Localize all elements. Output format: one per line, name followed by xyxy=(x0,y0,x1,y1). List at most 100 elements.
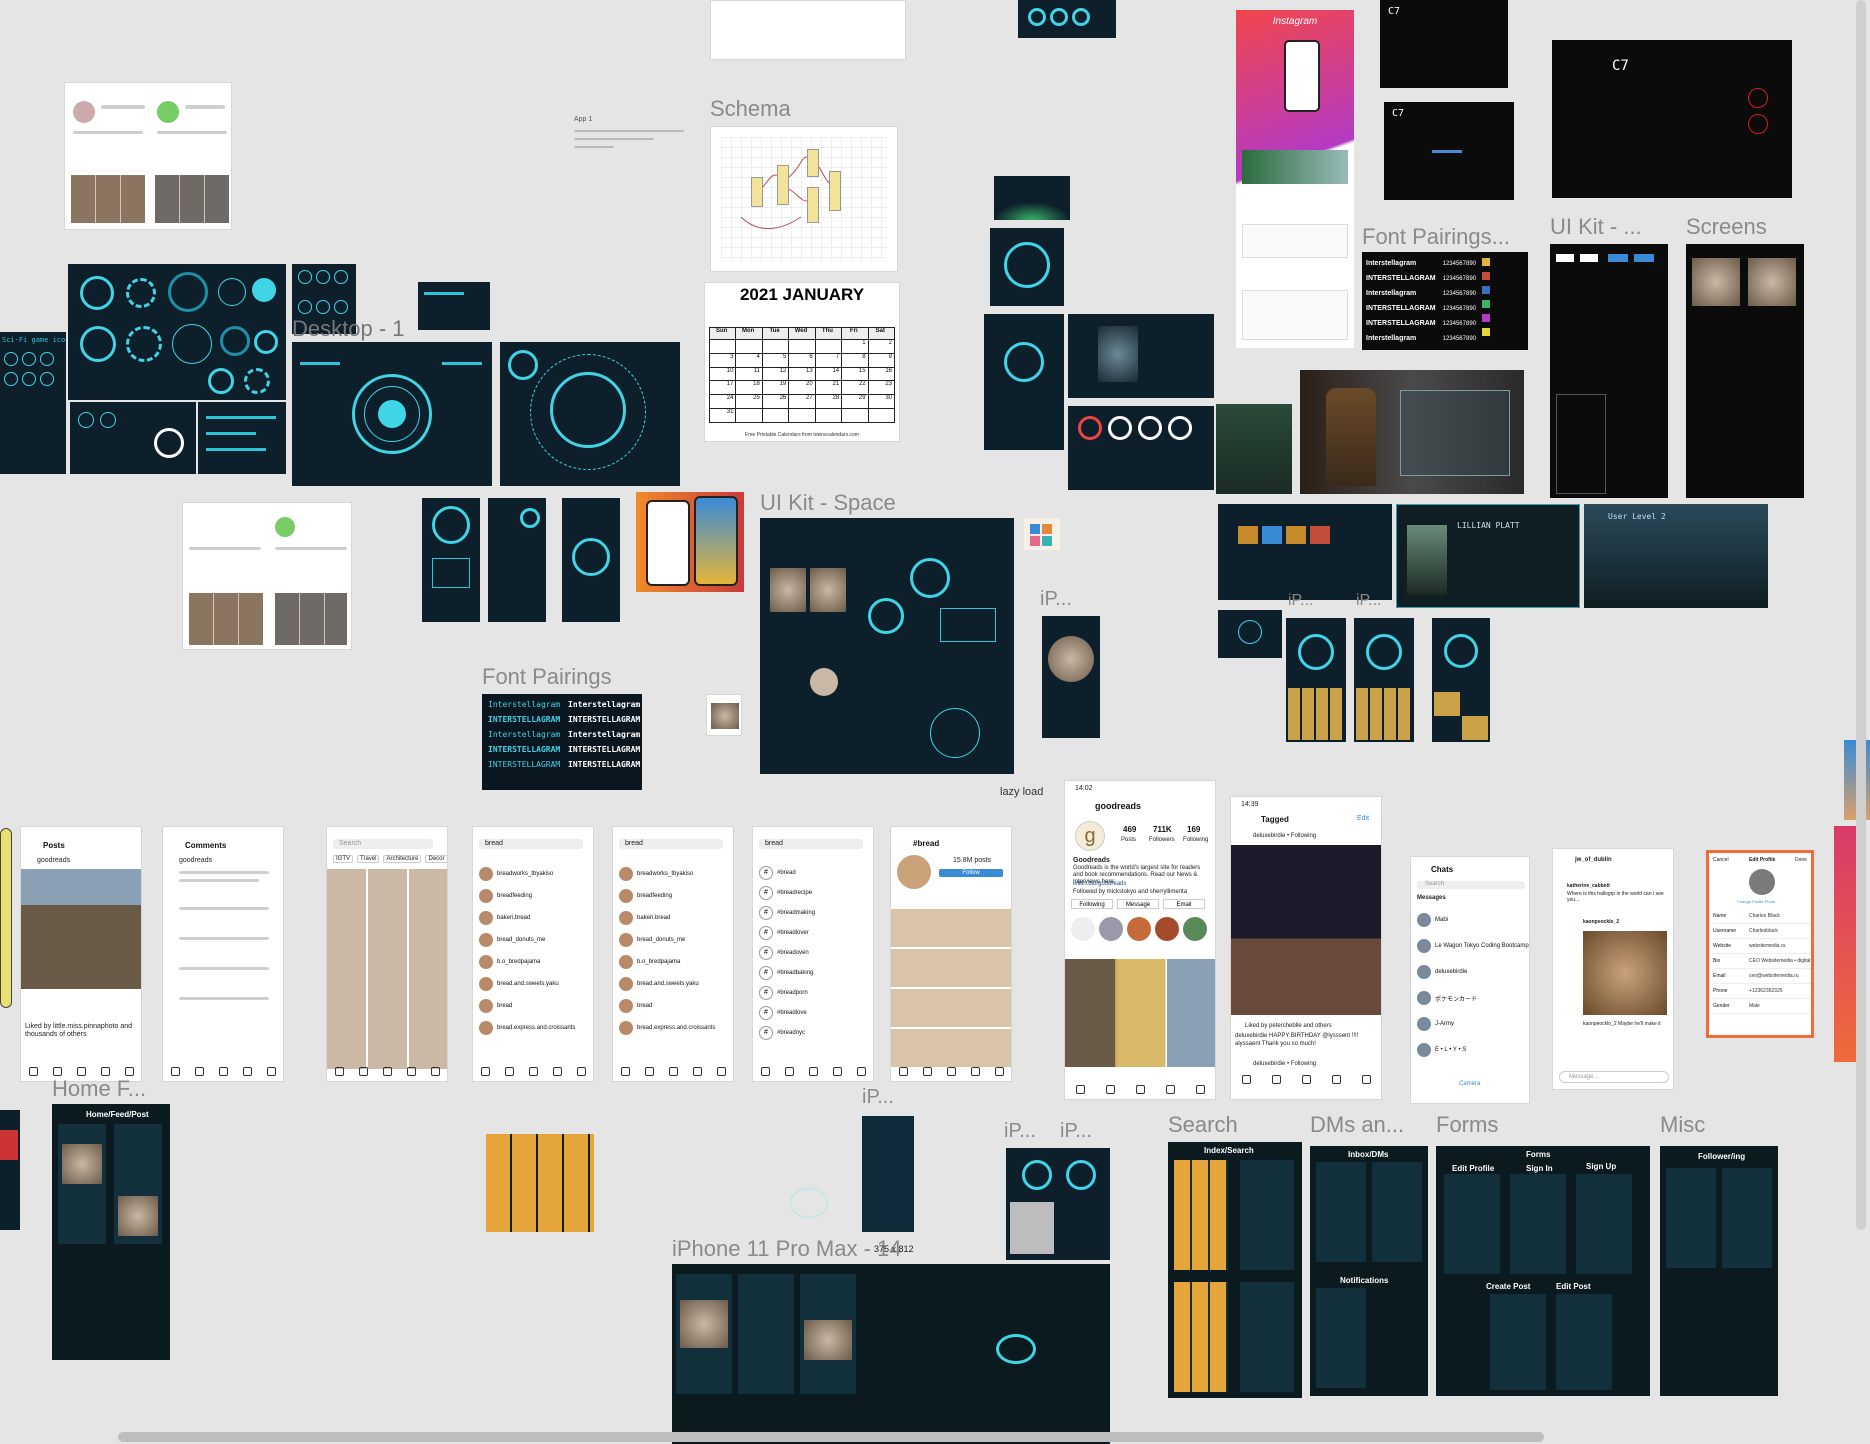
doc-frame-top[interactable] xyxy=(710,0,906,60)
ip-label-c[interactable]: iP... xyxy=(862,1086,894,1108)
field-value[interactable]: CEO Websitemedia • digital xyxy=(1749,958,1811,964)
instagram-brand-frame[interactable]: Instagram xyxy=(1236,10,1354,348)
bread-top-screen[interactable]: bread breadworks_tbyakiso breadfeeding bak… xyxy=(472,826,594,1082)
font-pairings-label[interactable]: Font Pairings xyxy=(482,664,612,689)
hud-phone-2[interactable] xyxy=(488,498,546,622)
instagram-profile-frame-2[interactable] xyxy=(182,502,352,650)
font-pairings-top-label[interactable]: Font Pairings... xyxy=(1362,224,1510,249)
list-item[interactable]: bread.express.and.croissants xyxy=(619,1017,715,1039)
hud-panels-frame[interactable] xyxy=(198,402,286,474)
search-frame[interactable]: Index/Search xyxy=(1168,1142,1302,1398)
bread-tags-screen[interactable]: bread # #bread # #breadrecipe # #breadmaking #… xyxy=(752,826,874,1082)
hud-controls-frame[interactable] xyxy=(1068,406,1214,490)
edit-profile-row[interactable]: Username Charlesblack xyxy=(1713,924,1811,939)
comments-screen[interactable]: Comments goodreads xyxy=(162,826,284,1082)
posts-screen[interactable]: Posts goodreads Liked by little.miss.pin… xyxy=(20,826,142,1082)
edit-profile-row[interactable]: Name Charles Black xyxy=(1713,909,1811,924)
hud-phone-frame[interactable] xyxy=(984,314,1064,450)
list-item[interactable]: b.o_bredpajama xyxy=(479,951,575,973)
bread-accounts-screen[interactable]: bread breadworks_tbyakiso breadfeeding bak… xyxy=(612,826,734,1082)
ip-frame-a[interactable] xyxy=(1286,618,1346,742)
ip-label-b[interactable]: iP... xyxy=(1356,592,1382,609)
dm-thread-screen[interactable]: jw_of_dublin katherine_cabbett Where is … xyxy=(1552,848,1674,1090)
chat-item[interactable]: Le Wagon Tokyo Coding Bootcamp xyxy=(1417,933,1529,959)
forms-label[interactable]: Forms xyxy=(1436,1112,1499,1137)
scifi-icons-frame[interactable]: Sci-Fi game icons xyxy=(0,332,66,474)
edit-profile-row[interactable]: Phone +12362352325 xyxy=(1713,984,1811,999)
list-item[interactable]: breadfeeding xyxy=(619,885,715,907)
chat-item[interactable]: E • L • Y • S xyxy=(1417,1037,1529,1063)
list-item[interactable]: breadworks_tbyakiso xyxy=(479,863,575,885)
home-feed-frame[interactable]: Home/Feed/Post xyxy=(52,1104,170,1360)
field-value[interactable]: Charlesblack xyxy=(1749,928,1778,934)
ui-kit-top-frame[interactable] xyxy=(1550,244,1668,498)
list-item[interactable]: # #breadoven xyxy=(759,943,815,963)
chats-screen[interactable]: Chats Search Messages Mabi Le Wagon Tokyo… xyxy=(1410,856,1530,1104)
ip-label-d[interactable]: iP... xyxy=(1004,1120,1036,1142)
misc-frame[interactable]: Follower/ing xyxy=(1660,1146,1778,1396)
list-item[interactable]: # #breadnyc xyxy=(759,1023,815,1043)
tagged-screen[interactable]: 14:39 Tagged Edit deluxebirdie • Followi… xyxy=(1230,796,1382,1100)
desktop-frame[interactable] xyxy=(292,342,492,486)
iphone11-label[interactable]: iPhone 11 Pro Max - 14 xyxy=(672,1236,902,1261)
schema-label[interactable]: Schema xyxy=(710,96,791,121)
list-item[interactable]: # #breadlove xyxy=(759,1003,815,1023)
desktop-label[interactable]: Desktop - 1 xyxy=(292,316,405,341)
vertical-scrollbar[interactable] xyxy=(1856,0,1866,1230)
hud-circle-frame[interactable] xyxy=(990,228,1064,306)
ui-kit-top-label[interactable]: UI Kit - ... xyxy=(1550,214,1642,239)
game-thumb-frame[interactable] xyxy=(1216,404,1292,494)
chat-item[interactable]: deluxebirdie xyxy=(1417,959,1529,985)
planet-frame[interactable] xyxy=(994,176,1070,220)
screens-label[interactable]: Screens xyxy=(1686,214,1767,239)
list-item[interactable]: # #breadbaking xyxy=(759,963,815,983)
field-value[interactable]: websitemedia.ru xyxy=(1749,943,1786,949)
list-item[interactable]: bread.express.and.croissants xyxy=(479,1017,575,1039)
ip-frame-b[interactable] xyxy=(1354,618,1414,742)
ip-frame-c[interactable] xyxy=(1432,618,1490,742)
hud-glow-frame[interactable] xyxy=(776,1182,842,1226)
edit-profile-row[interactable]: Bio CEO Websitemedia • digital xyxy=(1713,954,1811,969)
ip-label-a[interactable]: iP... xyxy=(1288,592,1314,609)
list-item[interactable]: bread.and.sweets.yaku xyxy=(619,973,715,995)
game-ui-frame-2[interactable]: LILLIAN PLATT xyxy=(1396,504,1580,608)
c7-frame-3[interactable]: C7 xyxy=(1552,40,1792,198)
field-value[interactable]: Male xyxy=(1749,1003,1760,1009)
ip-frame-d[interactable] xyxy=(862,1116,914,1232)
forms-frame[interactable]: Forms Edit Profile Sign In Sign Up Creat… xyxy=(1436,1146,1650,1396)
search-tab[interactable]: Decor xyxy=(425,855,447,863)
schema-frame[interactable] xyxy=(710,126,898,272)
edit-profile-screen[interactable]: Cancel Edit Profile Done Change Profile … xyxy=(1706,850,1814,1038)
c7-frame-1[interactable]: C7 xyxy=(1380,0,1508,88)
iphone11-frame[interactable] xyxy=(672,1264,1110,1444)
helmet-frame[interactable] xyxy=(1068,314,1214,398)
phone-mock-frame[interactable] xyxy=(636,492,744,592)
thumb-photo-frame[interactable] xyxy=(706,694,742,736)
grid-photos-frame[interactable] xyxy=(486,1134,594,1232)
list-item[interactable]: bread xyxy=(619,995,715,1017)
edge-phone-frame[interactable] xyxy=(0,828,12,1008)
instagram-profile-frame[interactable] xyxy=(64,82,232,230)
ip-mid-frame[interactable] xyxy=(1042,616,1100,738)
game-ui-frame-3[interactable]: User Level 2 xyxy=(1584,504,1768,608)
list-item[interactable]: breadfeeding xyxy=(479,885,575,907)
edit-profile-row[interactable]: Gender Male xyxy=(1713,999,1811,1014)
hud-elements-frame[interactable] xyxy=(68,264,286,400)
list-item[interactable]: # #breadporn xyxy=(759,983,815,1003)
list-item[interactable]: bread.and.sweets.yaku xyxy=(479,973,575,995)
edge-dark-frame[interactable] xyxy=(0,1110,20,1230)
list-item[interactable]: bread xyxy=(479,995,575,1017)
chat-item[interactable]: ポケモンカード xyxy=(1417,985,1529,1011)
list-item[interactable]: b.o_bredpajama xyxy=(619,951,715,973)
goodreads-profile-screen[interactable]: 14:02 goodreads g 469 Posts 711K Followe… xyxy=(1064,780,1216,1100)
list-item[interactable]: breadworks_tbyakiso xyxy=(619,863,715,885)
list-item[interactable]: # #breadlover xyxy=(759,923,815,943)
edit-profile-row[interactable]: Email ceo@websitemedia.ru xyxy=(1713,969,1811,984)
ip-mid-label[interactable]: iP... xyxy=(1040,588,1072,610)
hud-phone-1[interactable] xyxy=(422,498,480,622)
home-f-label[interactable]: Home F... xyxy=(52,1076,147,1101)
horizontal-scrollbar[interactable] xyxy=(118,1432,1544,1442)
edit-profile-row[interactable]: Website websitemedia.ru xyxy=(1713,939,1811,954)
list-item[interactable]: # #bread xyxy=(759,863,815,883)
